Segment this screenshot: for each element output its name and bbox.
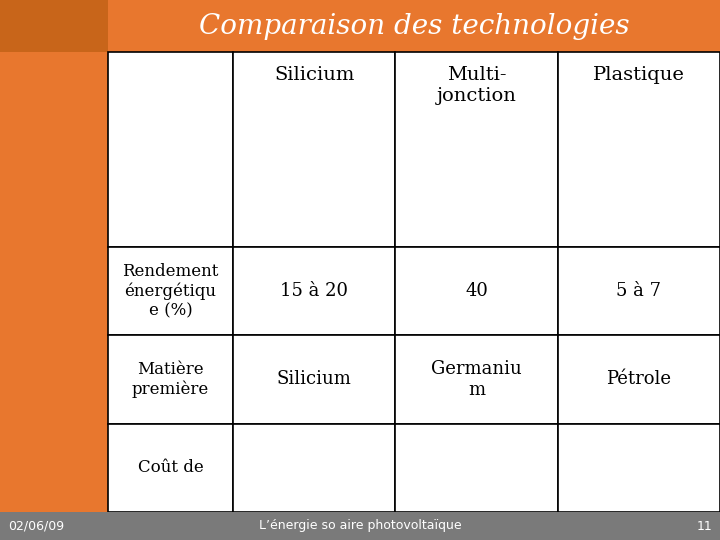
Bar (0, 512, 720, 540)
Bar (108, 335, 233, 424)
Bar (233, 247, 395, 335)
Text: Silicium: Silicium (274, 66, 354, 84)
Text: Coût de: Coût de (138, 460, 203, 476)
Text: 15 à 20: 15 à 20 (280, 282, 348, 300)
Bar (395, 247, 558, 335)
Bar (108, 52, 233, 247)
Bar (233, 335, 395, 424)
Text: Matière
première: Matière première (132, 361, 209, 398)
Bar (108, 247, 233, 335)
Text: Rendement
énergétiqu
e (%): Rendement énergétiqu e (%) (122, 263, 219, 320)
Bar (558, 247, 720, 335)
Bar (108, 424, 233, 512)
Text: 02/06/09: 02/06/09 (8, 519, 64, 532)
Bar (395, 424, 558, 512)
Bar (0, 52, 108, 512)
Text: 5 à 7: 5 à 7 (616, 282, 662, 300)
Text: Comparaison des technologies: Comparaison des technologies (199, 12, 629, 39)
Bar (0, 0, 108, 52)
Bar (395, 335, 558, 424)
Bar (233, 424, 395, 512)
Text: Germaniu
m: Germaniu m (431, 360, 522, 399)
Bar (233, 52, 395, 247)
Text: Multi-
jonction: Multi- jonction (436, 66, 516, 105)
Bar (558, 424, 720, 512)
Text: L’énergie so aire photovoltaïque: L’énergie so aire photovoltaïque (258, 519, 462, 532)
Text: 11: 11 (696, 519, 712, 532)
Text: Plastique: Plastique (593, 66, 685, 84)
Bar (395, 52, 558, 247)
Bar (108, 52, 720, 512)
Bar (558, 52, 720, 247)
Text: Silicium: Silicium (276, 370, 351, 388)
Bar (558, 335, 720, 424)
Text: 40: 40 (465, 282, 488, 300)
Bar (108, 0, 720, 52)
Text: Pétrole: Pétrole (606, 370, 671, 388)
